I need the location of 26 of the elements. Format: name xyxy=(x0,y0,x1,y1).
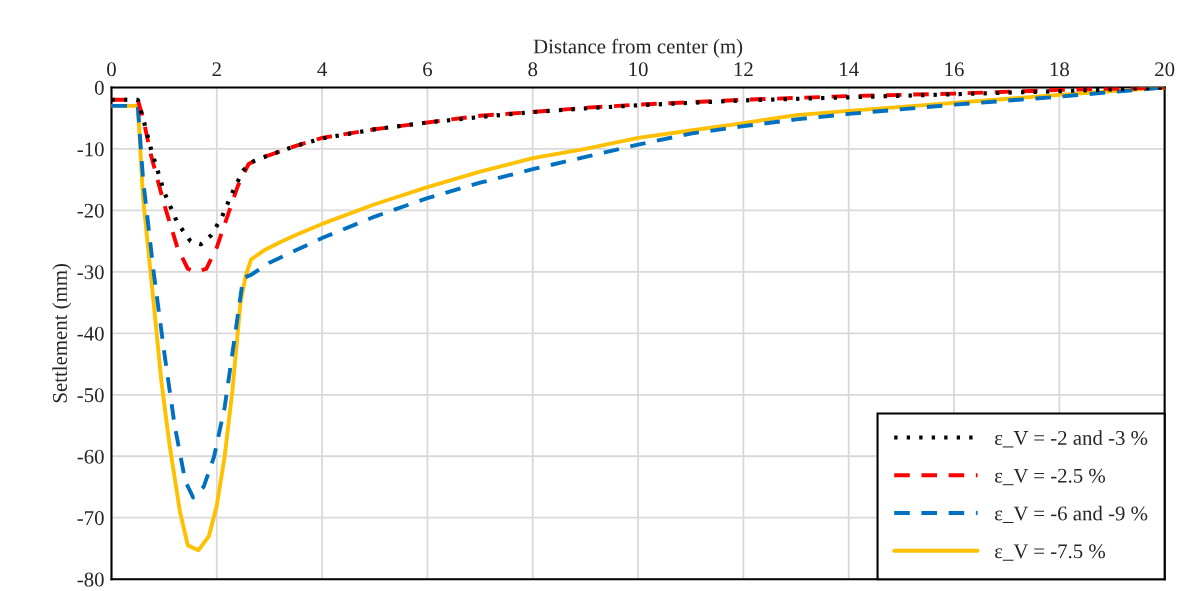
x-tick-label: 8 xyxy=(528,62,538,77)
y-tick-label: 0 xyxy=(94,80,104,95)
y-tick-label: -30 xyxy=(77,265,104,280)
x-axis-title: Distance from center (m) xyxy=(533,38,743,58)
x-tick-label: 14 xyxy=(840,62,859,77)
x-tick-label: 12 xyxy=(734,62,753,77)
x-tick-label: 4 xyxy=(317,62,327,77)
x-tick-label: 20 xyxy=(1155,62,1175,77)
y-tick-label: -70 xyxy=(77,511,104,526)
y-tick-label: -20 xyxy=(77,203,104,218)
x-tick-label: 2 xyxy=(212,62,221,77)
x-tick-label: 0 xyxy=(107,62,116,77)
x-tick-label: 10 xyxy=(629,62,648,77)
legend-label: ε_V = -6 and -9 % xyxy=(995,505,1148,523)
y-tick-label: -60 xyxy=(77,449,104,464)
x-tick-label: 6 xyxy=(423,62,433,77)
y-axis-title: Settlement (mm) xyxy=(52,263,72,403)
y-tick-label: -10 xyxy=(77,142,104,157)
x-tick-label: 18 xyxy=(1050,62,1069,77)
y-tick-label: -40 xyxy=(77,326,104,341)
legend-label: ε_V = -2 and -3 % xyxy=(995,430,1148,448)
y-tick-label: -80 xyxy=(77,572,104,587)
y-tick-label: -50 xyxy=(77,388,104,403)
x-tick-label: 16 xyxy=(945,62,964,77)
legend-label: ε_V = -7.5 % xyxy=(995,544,1106,561)
legend-label: ε_V = -2.5 % xyxy=(995,468,1106,486)
